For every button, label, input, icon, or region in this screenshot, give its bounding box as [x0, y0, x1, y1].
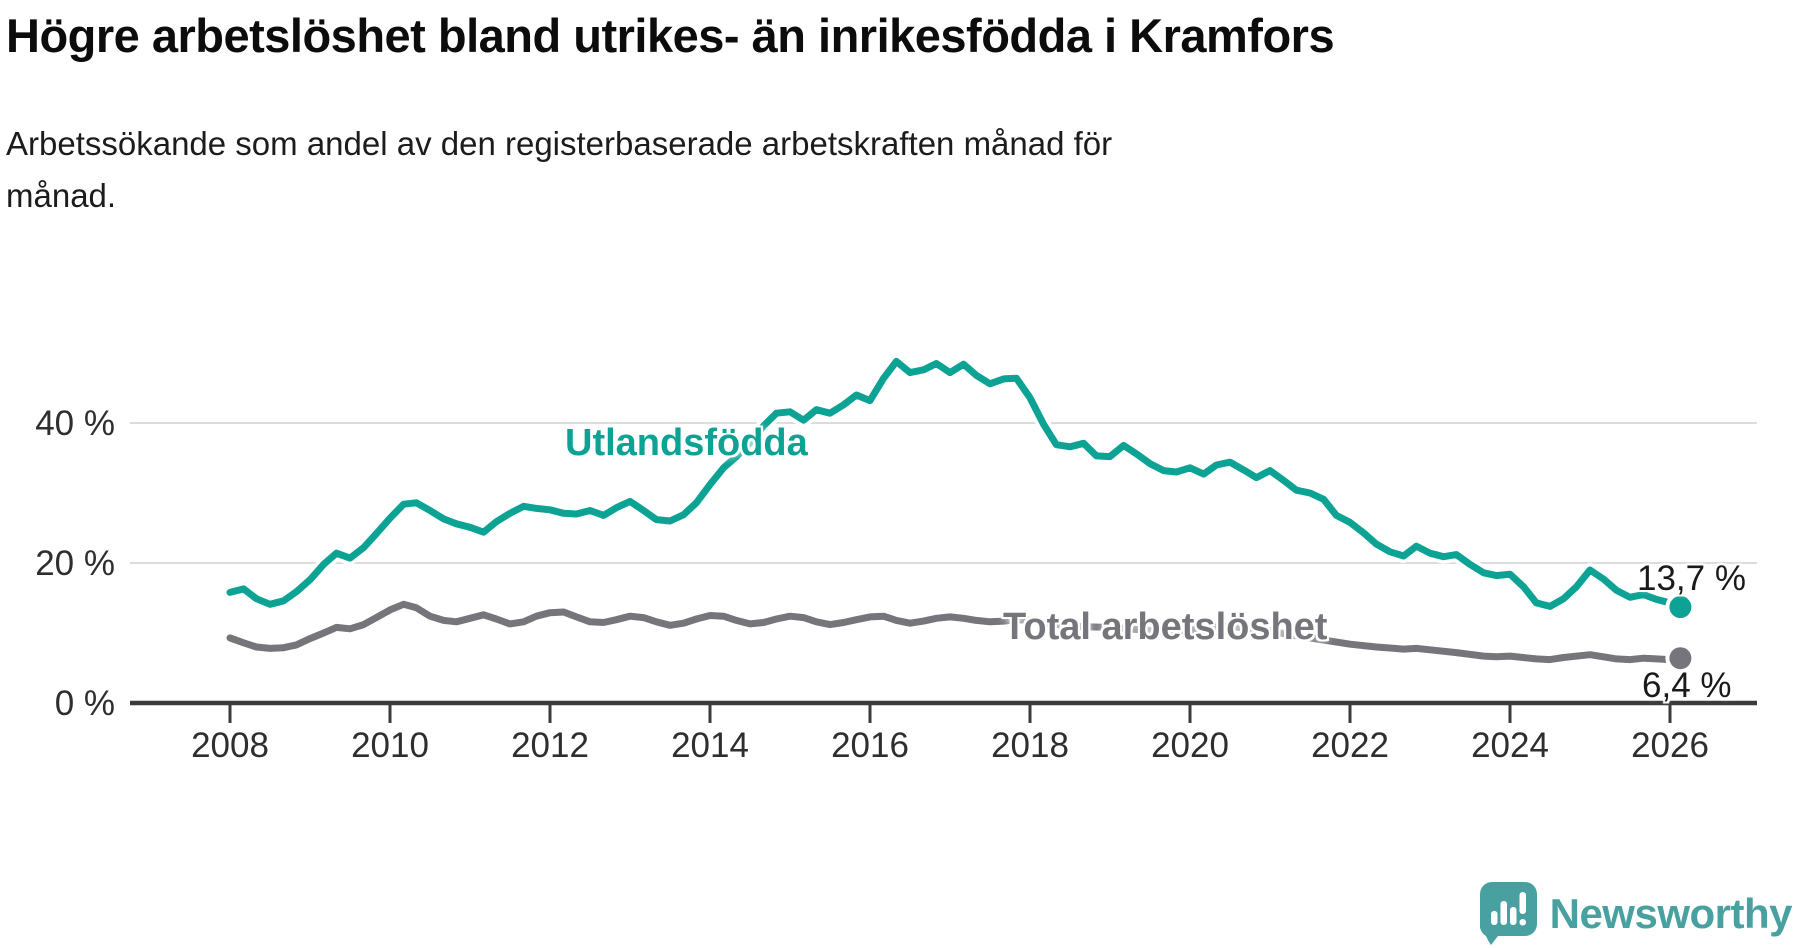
series-1-endpoint — [1669, 647, 1692, 670]
total-label: Total arbetslöshet — [1003, 606, 1328, 648]
x-axis-ticks: 2008 2010 2012 2014 2016 2018 2020 2022 2024 2026 — [191, 705, 1709, 765]
subtitle-line-2: månad. — [6, 177, 117, 214]
series-1-line — [226, 600, 1684, 664]
utlandsfodda-label: Utlandsfödda — [565, 422, 808, 464]
newsworthy-logo-icon — [1479, 882, 1537, 945]
x-tick-label: 2014 — [671, 726, 749, 765]
newsworthy-attribution: Newsworthy — [1479, 882, 1793, 945]
x-tick-label: 2010 — [351, 726, 429, 765]
y-gridlines: 0 % 20 % 40 % — [35, 404, 1757, 723]
series-0-halo — [223, 354, 1688, 615]
total-end-value-label: 6,4 % — [1642, 666, 1732, 705]
x-tick-label: 2018 — [991, 726, 1069, 765]
x-tick-label: 2020 — [1151, 726, 1229, 765]
y-tick-label: 40 % — [35, 404, 115, 443]
bar-chart-glyph — [1490, 892, 1526, 926]
x-tick-label: 2024 — [1471, 726, 1549, 765]
y-tick-label: 20 % — [35, 544, 115, 583]
page-title: Högre arbetslöshet bland utrikes- än inr… — [6, 9, 1335, 62]
x-tick-label: 2008 — [191, 726, 269, 765]
x-tick-label: 2022 — [1311, 726, 1389, 765]
chart-subtitle: Arbetssökande som andel av den registerb… — [6, 118, 1112, 222]
subtitle-line-1: Arbetssökande som andel av den registerb… — [6, 125, 1113, 162]
utlandsfodda-end-value-label: 13,7 % — [1637, 559, 1746, 598]
x-tick-label: 2016 — [831, 726, 909, 765]
series-0-line — [226, 357, 1684, 611]
series-0-endpoint — [1669, 596, 1692, 619]
brand-name: Newsworthy — [1549, 889, 1793, 937]
speech-bubble-shape — [1479, 882, 1537, 945]
y-tick-label: 0 % — [55, 684, 115, 723]
x-tick-label: 2026 — [1631, 726, 1709, 765]
x-tick-label: 2012 — [511, 726, 589, 765]
